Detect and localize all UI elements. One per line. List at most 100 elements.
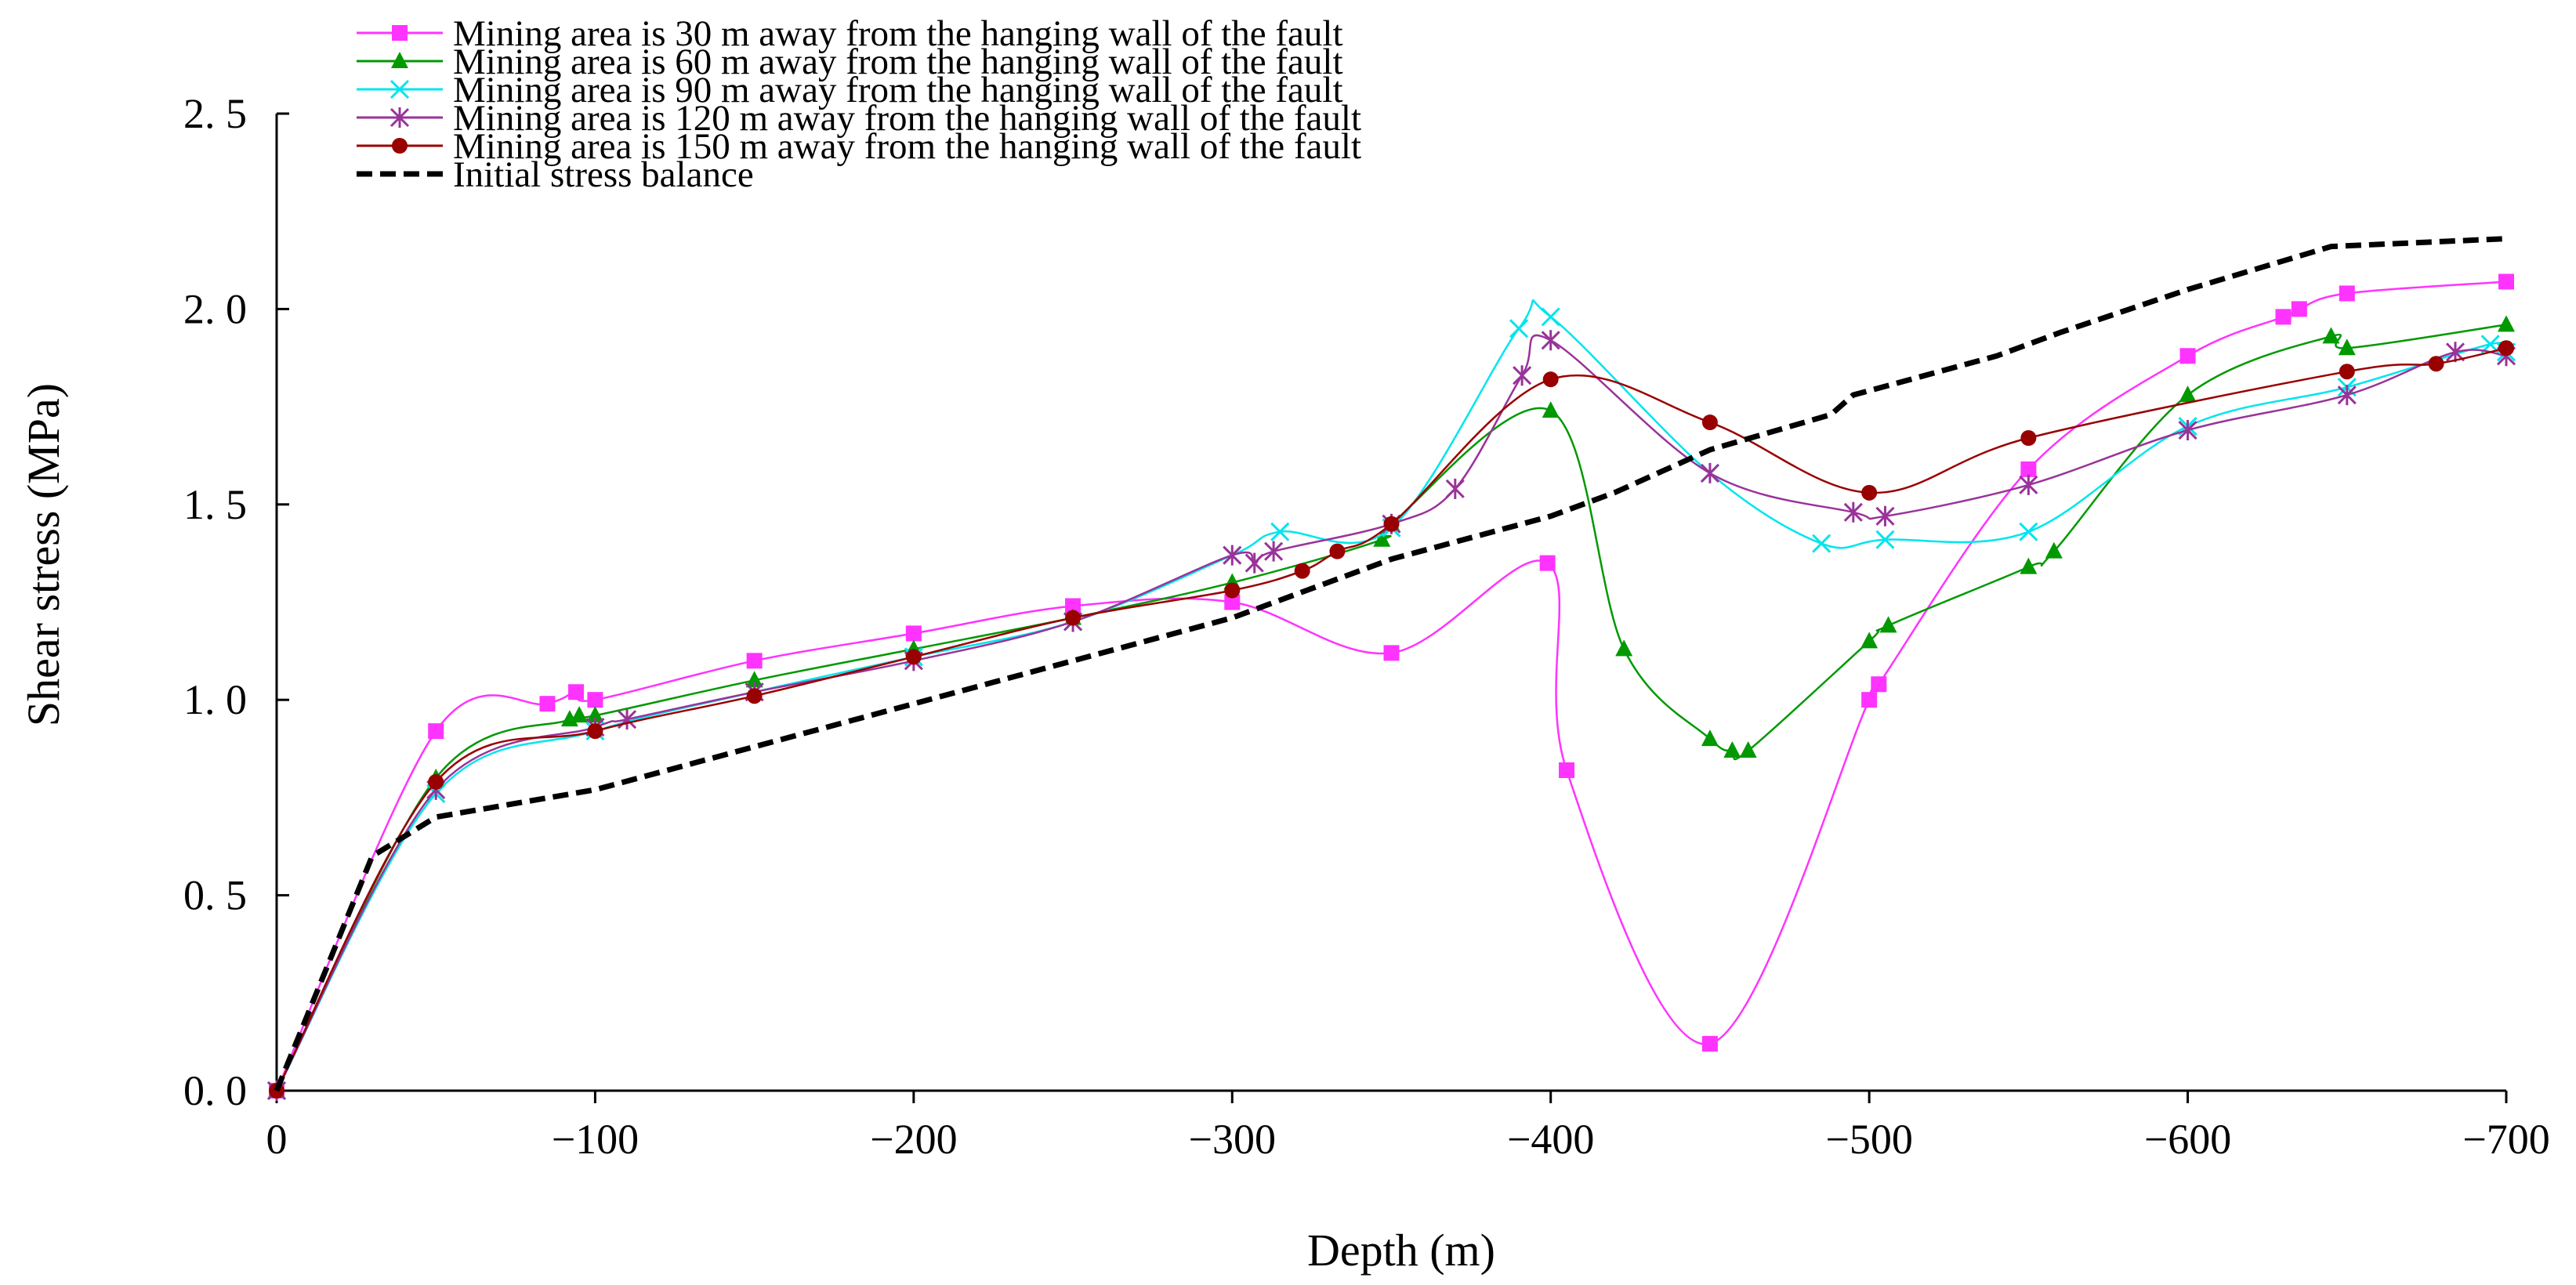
- data-point: [587, 723, 603, 740]
- data-point: [746, 653, 763, 669]
- data-point: [1860, 632, 1879, 649]
- series-line: [275, 324, 2507, 1091]
- data-point: [1812, 534, 1831, 553]
- data-point: [2019, 522, 2038, 541]
- legend-marker: [389, 107, 410, 128]
- legend: Mining area is 30 m away from the hangin…: [357, 13, 1361, 195]
- data-point: [2322, 327, 2340, 344]
- data-point: [2337, 385, 2357, 406]
- series-5: [274, 236, 2507, 1092]
- legend-item: Mining area is 120 m away from the hangi…: [357, 98, 1361, 139]
- data-point: [2179, 386, 2197, 403]
- data-point: [2275, 309, 2292, 325]
- data-point: [1541, 307, 1560, 327]
- data-point: [745, 671, 763, 688]
- data-point: [905, 649, 922, 665]
- data-point: [2020, 430, 2037, 447]
- y-tick-label: 2. 5: [183, 90, 247, 137]
- legend-marker: [392, 25, 408, 41]
- data-point: [1879, 616, 1897, 633]
- data-point: [539, 696, 556, 712]
- data-point: [1065, 610, 1081, 626]
- data-point: [1701, 729, 1719, 747]
- legend-marker: [389, 79, 410, 100]
- x-tick-label: −400: [1507, 1116, 1594, 1163]
- data-point: [1701, 414, 1718, 431]
- legend-marker: [391, 52, 408, 68]
- legend-item: Mining area is 150 m away from the hangi…: [357, 126, 1361, 167]
- series-layer: [266, 236, 2516, 1101]
- legend-item: Mining area is 30 m away from the hangin…: [357, 13, 1343, 54]
- x-tick-label: −700: [2462, 1116, 2549, 1163]
- y-tick-label: 2. 0: [183, 285, 247, 332]
- data-point: [571, 706, 589, 723]
- legend-label: Mining area is 150 m away from the hangi…: [453, 126, 1361, 167]
- data-point: [1871, 676, 1887, 693]
- data-point: [1513, 365, 1532, 386]
- data-point: [1383, 645, 1400, 661]
- data-point: [428, 723, 444, 740]
- data-point: [1559, 762, 1575, 778]
- data-point: [1861, 692, 1878, 708]
- data-point: [746, 688, 763, 704]
- x-tick-label: −200: [870, 1116, 957, 1163]
- data-point: [568, 684, 585, 700]
- data-point: [905, 625, 922, 642]
- x-tick-label: 0: [266, 1116, 288, 1163]
- legend-label: Mining area is 120 m away from the hangi…: [453, 98, 1361, 139]
- data-point: [1509, 319, 1529, 338]
- legend-item: Initial stress balance: [357, 154, 754, 195]
- data-point: [1542, 371, 1559, 388]
- data-point: [1861, 484, 1878, 501]
- legend-item: Mining area is 90 m away from the hangin…: [357, 70, 1343, 110]
- data-point: [1700, 462, 1719, 483]
- series-2: [266, 299, 2516, 1101]
- data-point: [2178, 420, 2197, 441]
- data-point: [1542, 401, 1560, 418]
- legend-marker: [392, 138, 408, 154]
- x-tick-label: −600: [2144, 1116, 2231, 1163]
- data-point: [2498, 315, 2515, 332]
- legend-label: Mining area is 90 m away from the hangin…: [453, 70, 1343, 110]
- data-point: [2020, 461, 2037, 477]
- data-point: [1723, 741, 1741, 758]
- data-point: [1294, 563, 1310, 579]
- data-point: [1065, 598, 1081, 614]
- data-point: [2428, 356, 2444, 372]
- data-point: [2445, 342, 2465, 363]
- x-tick-label: −100: [552, 1116, 639, 1163]
- data-point: [2498, 273, 2514, 290]
- legend-label: Mining area is 60 m away from the hangin…: [453, 42, 1343, 82]
- series-line: [275, 347, 2507, 1091]
- y-tick-label: 0. 0: [183, 1067, 247, 1114]
- data-point: [1245, 552, 1264, 574]
- data-point: [2045, 541, 2063, 559]
- legend-label: Mining area is 30 m away from the hangin…: [453, 13, 1343, 54]
- data-point: [1224, 594, 1241, 610]
- data-point: [1264, 541, 1284, 562]
- data-point: [1875, 530, 1895, 549]
- data-point: [1739, 741, 1757, 758]
- data-point: [1539, 555, 1556, 571]
- y-axis-title: Shear stress (MPa): [18, 383, 69, 726]
- data-point: [586, 706, 604, 723]
- data-point: [587, 692, 603, 708]
- data-point: [1843, 501, 1863, 523]
- data-point: [1383, 516, 1400, 532]
- data-point: [2019, 474, 2038, 495]
- y-tick-label: 0. 5: [183, 872, 247, 919]
- data-point: [2339, 285, 2355, 302]
- data-point: [1223, 545, 1242, 566]
- data-point: [1615, 639, 1633, 657]
- data-point: [1224, 582, 1241, 599]
- series-4: [269, 340, 2514, 1099]
- data-point: [2338, 338, 2356, 356]
- y-tick-label: 1. 0: [183, 676, 247, 723]
- series-3: [266, 330, 2516, 1101]
- data-point: [2291, 301, 2307, 317]
- data-point: [1875, 505, 1895, 527]
- data-point: [2498, 340, 2514, 357]
- data-point: [1373, 530, 1391, 547]
- data-point: [1445, 478, 1465, 499]
- series-line: [274, 236, 2507, 1092]
